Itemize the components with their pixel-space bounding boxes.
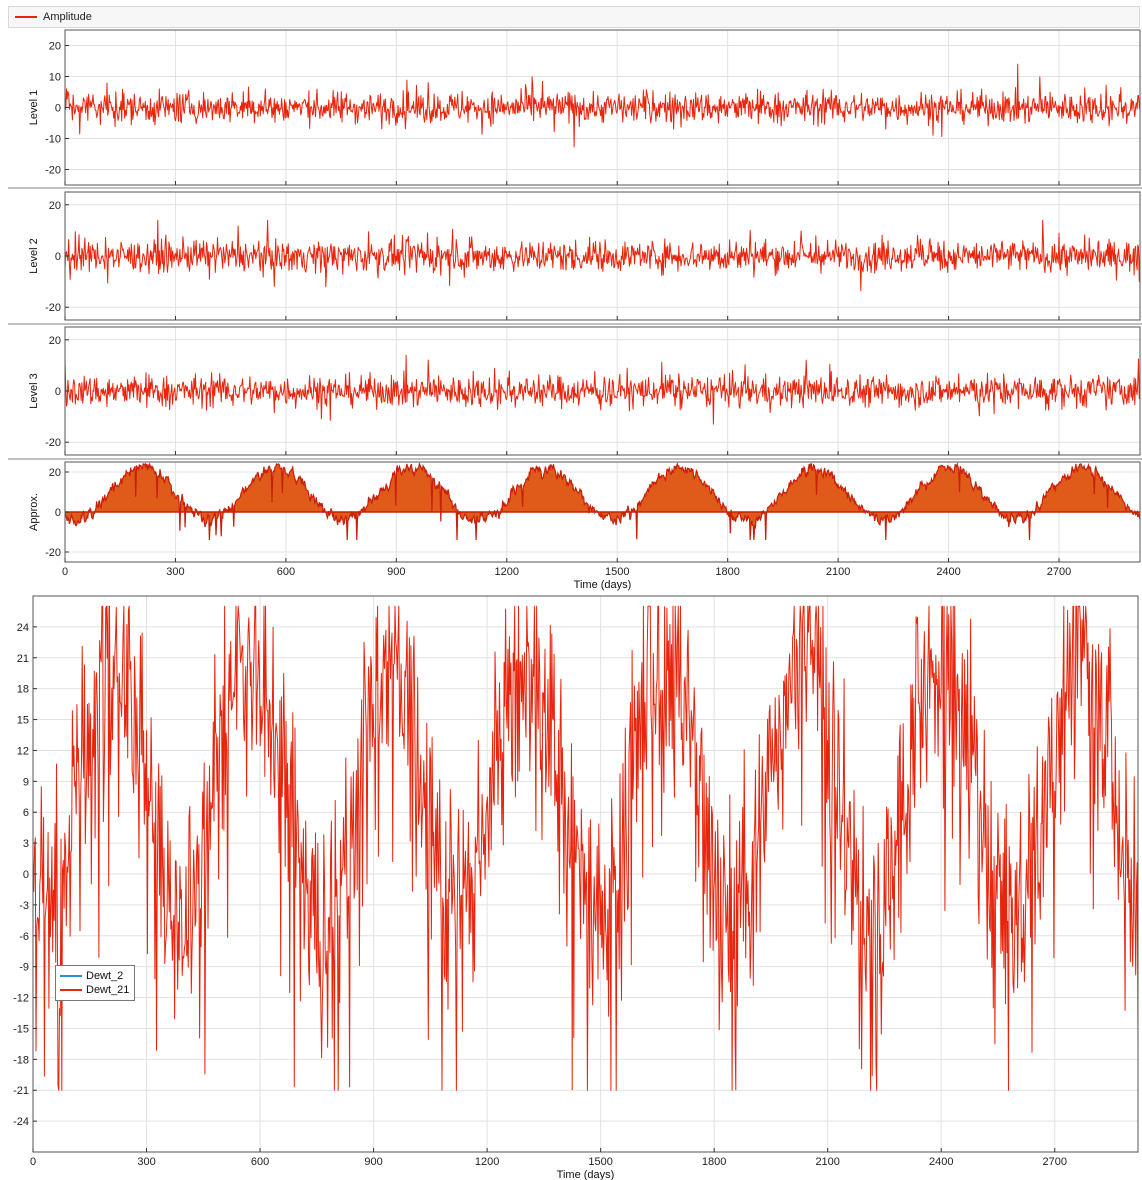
x-tick-label: 600 xyxy=(277,566,295,578)
y-tick-label: -3 xyxy=(19,900,29,912)
y-tick-label: 9 xyxy=(23,776,29,788)
bottom-legend: Dewt_2 Dewt_21 xyxy=(55,965,135,1001)
x-tick-label: 2700 xyxy=(1043,1156,1067,1168)
y-tick-label: 20 xyxy=(49,335,61,347)
panel-2: 20 0 -20 Level 2 xyxy=(28,191,1141,321)
panel-5: 24 21 18 15 12 9 6 3 0 -3 -6 -9 -12 -15 -18 -21 -24 0 300 6… xyxy=(13,595,1139,1180)
panel-3: 20 0 -20 Level 3 xyxy=(28,326,1141,456)
amplitude-legend-label: Amplitude xyxy=(43,11,92,23)
y-tick-label: 0 xyxy=(55,103,61,115)
y-tick-label: -10 xyxy=(45,134,61,146)
y-tick-label: 6 xyxy=(23,807,29,819)
y-tick-label: -12 xyxy=(13,993,29,1005)
x-tick-label: 2100 xyxy=(815,1156,839,1168)
y-tick-label: 10 xyxy=(49,72,61,84)
x-tick-label: 1800 xyxy=(715,566,739,578)
x-tick-label: 900 xyxy=(387,566,405,578)
top-legend: Amplitude xyxy=(8,6,1140,28)
legend-entry-dewt2: Dewt_2 xyxy=(60,969,130,983)
x-tick-label: 2400 xyxy=(929,1156,953,1168)
y-tick-label: 15 xyxy=(17,715,29,727)
y-tick-label: -6 xyxy=(19,931,29,943)
dewt21-legend-swatch xyxy=(60,989,82,991)
amplitude-legend-swatch xyxy=(15,16,37,18)
y-tick-label: -18 xyxy=(13,1054,29,1066)
x-tick-label: 1500 xyxy=(605,566,629,578)
x-axis-label: Time (days) xyxy=(557,1169,615,1180)
x-axis-label: Time (days) xyxy=(574,579,632,591)
y-axis-label: Level 3 xyxy=(28,373,40,408)
y-axis-label: Level 1 xyxy=(28,90,40,125)
y-tick-label: 12 xyxy=(17,745,29,757)
y-tick-label: 20 xyxy=(49,200,61,212)
y-axis-label: Level 2 xyxy=(28,238,40,273)
x-tick-label: 600 xyxy=(251,1156,269,1168)
y-tick-label: -21 xyxy=(13,1085,29,1097)
y-axis-label: Approx. xyxy=(28,493,40,531)
y-tick-label: 20 xyxy=(49,41,61,53)
y-tick-label: -20 xyxy=(45,302,61,314)
y-tick-label: 0 xyxy=(23,869,29,881)
panel-4: 200-200 300 600 900 1200 1500 1800 2100 2400 2700… xyxy=(28,461,1141,591)
y-tick-label: 0 xyxy=(55,251,61,263)
y-tick-label: 0 xyxy=(55,386,61,398)
y-tick-label: -20 xyxy=(45,165,61,177)
y-tick-label: -24 xyxy=(13,1116,29,1128)
dewt2-legend-swatch xyxy=(60,975,82,977)
y-tick-label: 21 xyxy=(17,653,29,665)
approx-line xyxy=(64,462,1141,541)
x-tick-label: 1200 xyxy=(475,1156,499,1168)
approx-area xyxy=(65,464,1140,540)
x-tick-label: 0 xyxy=(62,566,68,578)
y-tick-label: 0 xyxy=(55,507,61,519)
y-tick-label: -9 xyxy=(19,962,29,974)
signal-line xyxy=(64,63,1141,148)
x-tick-label: 300 xyxy=(137,1156,155,1168)
y-tick-label: -20 xyxy=(45,437,61,449)
signal-line xyxy=(64,354,1141,425)
legend-entry-dewt21: Dewt_21 xyxy=(60,983,130,997)
y-tick-label: 24 xyxy=(17,622,29,634)
signal-line xyxy=(32,605,1139,1091)
dewt2-legend-label: Dewt_2 xyxy=(86,970,124,982)
panel-1: 20 10 0 -10 -20 Level 1 xyxy=(28,29,1141,186)
y-tick-label: 18 xyxy=(17,684,29,696)
x-tick-label: 2100 xyxy=(826,566,850,578)
x-tick-label: 2700 xyxy=(1047,566,1071,578)
y-tick-label: 20 xyxy=(49,467,61,479)
x-tick-label: 1500 xyxy=(588,1156,612,1168)
dewt21-legend-label: Dewt_21 xyxy=(86,984,130,996)
y-tick-label: -20 xyxy=(45,547,61,559)
x-tick-label: 1800 xyxy=(702,1156,726,1168)
x-tick-label: 300 xyxy=(166,566,184,578)
x-tick-label: 0 xyxy=(30,1156,36,1168)
x-tick-label: 2400 xyxy=(936,566,960,578)
y-tick-label: 3 xyxy=(23,838,29,850)
x-tick-label: 1200 xyxy=(495,566,519,578)
y-tick-label: -15 xyxy=(13,1023,29,1035)
signal-line xyxy=(64,219,1141,292)
x-tick-label: 900 xyxy=(364,1156,382,1168)
